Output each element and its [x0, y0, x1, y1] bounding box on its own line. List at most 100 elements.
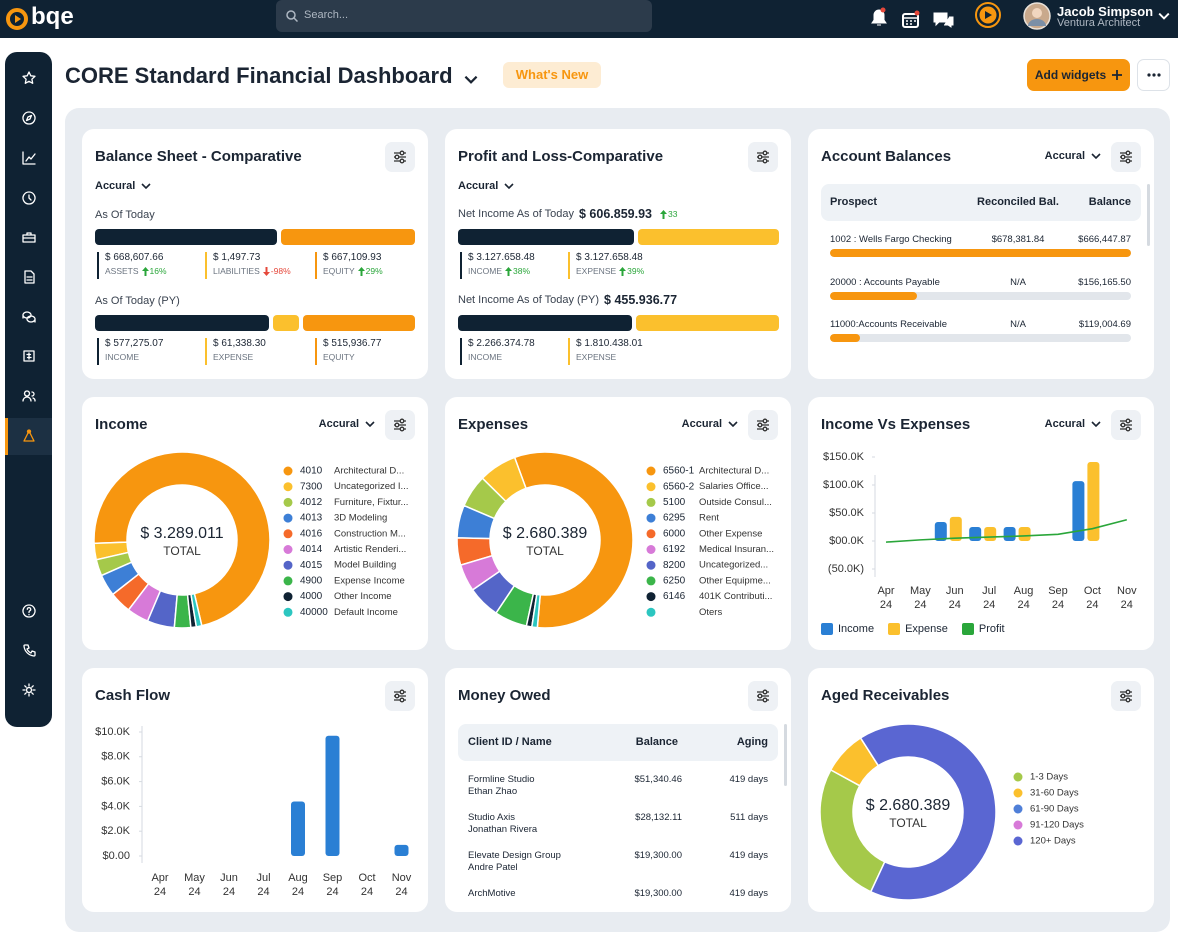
- glyph: [23, 429, 35, 442]
- add-widgets-button[interactable]: Add widgets: [1027, 59, 1130, 91]
- chevron: [728, 421, 738, 427]
- legend-label: Income: [838, 623, 875, 635]
- legend-name: Model Building: [334, 560, 396, 571]
- widget-card: Money Owed Client ID / Name Balance Aging Fo…: [445, 668, 791, 912]
- filter-knob: [394, 422, 400, 428]
- donut-slice: [456, 504, 496, 540]
- filter-knob: [394, 154, 400, 160]
- glyph: [22, 151, 36, 165]
- glyph: [22, 232, 36, 243]
- legend-dot: [1013, 804, 1023, 814]
- sidebar-item[interactable]: [5, 672, 52, 709]
- trend-arrow: [619, 266, 627, 276]
- sidebar-item[interactable]: [5, 259, 52, 296]
- legend-dot: [646, 482, 656, 492]
- basis-dropdown[interactable]: Accural: [1045, 150, 1101, 162]
- filter-button[interactable]: [385, 410, 415, 440]
- progress-track: [830, 291, 1131, 300]
- filter-icon: [757, 150, 769, 164]
- progress-track: [830, 249, 1131, 257]
- x-tick-label: 24: [395, 886, 407, 898]
- filter-button[interactable]: [748, 681, 778, 711]
- sidebar-item[interactable]: [5, 60, 52, 97]
- x-tick-label: May: [184, 872, 205, 884]
- x-tick-label: 24: [1017, 599, 1029, 611]
- filter-button[interactable]: [1111, 681, 1141, 711]
- legend: Income Expense Profit: [821, 623, 1005, 635]
- filter-button[interactable]: [748, 410, 778, 440]
- chevron: [1091, 153, 1101, 159]
- x-tick-label: 24: [292, 886, 304, 898]
- filter-button[interactable]: [1111, 410, 1141, 440]
- summary-item: $ 577,275.07 INCOME: [97, 338, 201, 365]
- client-name: Formline Studio: [468, 774, 535, 785]
- sidebar-item[interactable]: [5, 593, 52, 630]
- search-box[interactable]: Search...: [276, 0, 652, 32]
- bar: [1003, 527, 1016, 541]
- sidebar-item[interactable]: [5, 633, 52, 670]
- bar-chart: $150.0K $100.0K $50.0K $00.0K (50.0K) Apr 24 Ma…: [823, 451, 1137, 611]
- sidebar-item[interactable]: [5, 100, 52, 137]
- filter-button[interactable]: [385, 142, 415, 172]
- legend-code: 4015: [300, 560, 323, 571]
- filter-button[interactable]: [385, 681, 415, 711]
- title-dropdown[interactable]: [464, 71, 480, 84]
- basis-dropdown[interactable]: Accural: [458, 180, 514, 192]
- x-tick-label: 24: [1086, 599, 1098, 611]
- filter-knob: [762, 689, 768, 695]
- y-tick-label: $8.0K: [101, 751, 130, 763]
- basis-dropdown[interactable]: Accural: [319, 418, 375, 430]
- client-name: Elevate Design Group: [468, 850, 561, 861]
- arrow: [357, 266, 365, 276]
- legend-name: 3D Modeling: [334, 513, 387, 524]
- sidebar-item[interactable]: [5, 338, 52, 375]
- sidebar-icon: [23, 429, 35, 442]
- filter-knob: [1125, 426, 1131, 432]
- item-caption-row: EQUITY 29%: [323, 266, 419, 276]
- glyph: [22, 191, 36, 205]
- x-tick-label: 24: [361, 886, 373, 898]
- legend-code: 6000: [663, 528, 686, 539]
- item-change: 29%: [365, 266, 383, 276]
- filter-knob: [399, 426, 405, 432]
- legend-name: Rent: [699, 513, 719, 524]
- filter-icon: [394, 418, 406, 432]
- basis-dropdown[interactable]: Accural: [1045, 418, 1101, 430]
- basis-dropdown[interactable]: Accural: [682, 418, 738, 430]
- y-tick-label: $10.0K: [95, 726, 131, 738]
- dot: [1152, 73, 1156, 77]
- client-name: Studio Axis: [468, 812, 515, 823]
- legend-code: 4900: [300, 576, 323, 587]
- legend-name: Uncategorized I...: [334, 481, 408, 492]
- filter-button[interactable]: [1111, 142, 1141, 172]
- filter-knob: [1125, 689, 1131, 695]
- trend-arrow: [505, 266, 512, 276]
- legend-swatch: [888, 623, 901, 635]
- filter-button[interactable]: [748, 142, 778, 172]
- table-cell: N/A: [1010, 276, 1026, 288]
- basis-label: Accural: [1044, 150, 1085, 162]
- section-amount: $ 455.936.77: [604, 293, 678, 307]
- filter-knob: [399, 150, 405, 156]
- donut-center-value: $ 2.680.389: [503, 525, 588, 542]
- item-change: -98%: [270, 266, 291, 276]
- basis-dropdown[interactable]: Accural: [95, 180, 151, 192]
- filter-knob: [1125, 150, 1131, 156]
- sidebar-item[interactable]: [5, 140, 52, 177]
- filter-knob: [762, 426, 768, 432]
- legend-dot: [646, 545, 656, 554]
- sidebar-item[interactable]: [5, 378, 52, 415]
- widget-card: Cash Flow $10.0K $8.0K $6.0K $4.0K $2.0K $0.00…: [82, 668, 428, 912]
- legend-code: 4010: [300, 466, 323, 477]
- item-caption: EXPENSE: [576, 352, 617, 362]
- sidebar-item[interactable]: [5, 418, 52, 455]
- whats-new[interactable]: What's New: [503, 62, 601, 88]
- more-button[interactable]: [1137, 59, 1170, 91]
- legend-code: 6560-2: [663, 481, 695, 492]
- donut-slice: [93, 541, 130, 561]
- filter-icon: [1120, 418, 1132, 432]
- sidebar-item[interactable]: [5, 299, 52, 336]
- sidebar-item[interactable]: [5, 180, 52, 217]
- sidebar-item[interactable]: [5, 219, 52, 256]
- section-change-wrap: 33: [657, 209, 677, 219]
